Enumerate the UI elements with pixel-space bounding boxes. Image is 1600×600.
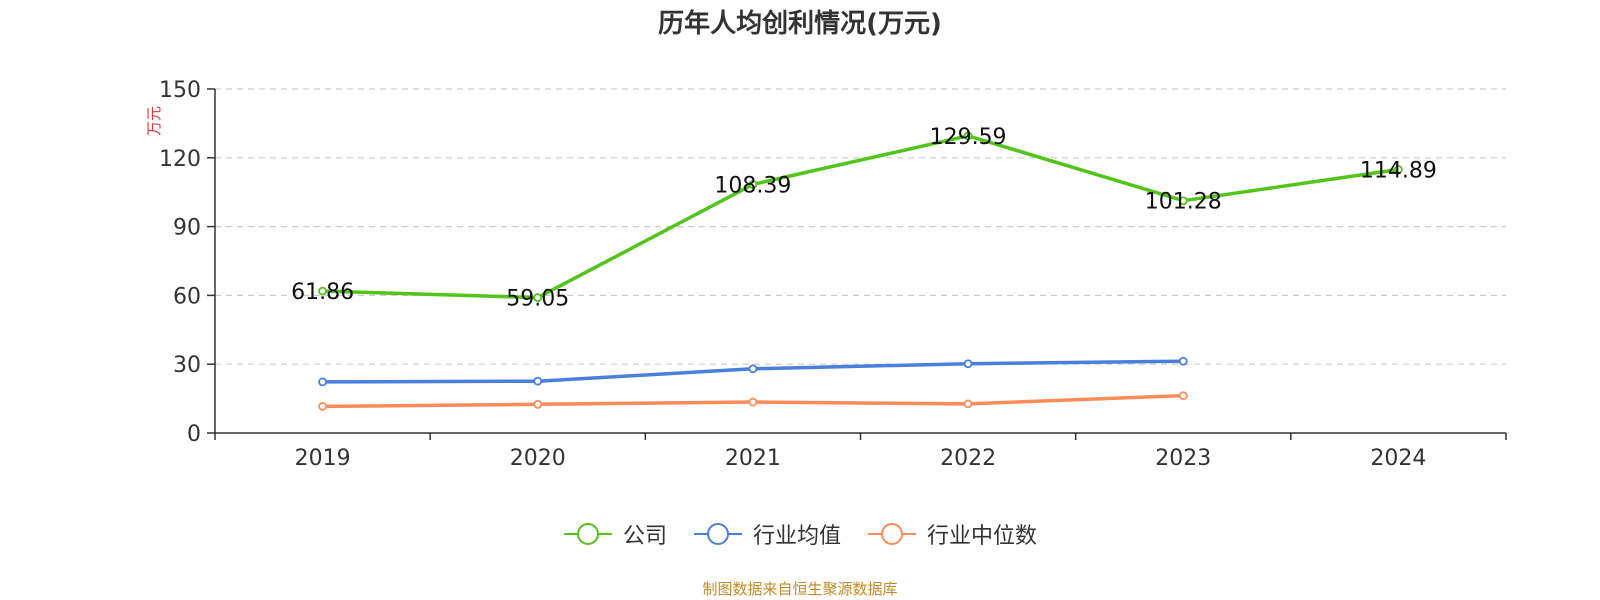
series-lines <box>318 131 1403 411</box>
data-labels: 61.86 59.05 108.39 129.59 101.28 114.89 <box>291 125 1437 312</box>
data-point[interactable] <box>748 397 758 407</box>
data-label: 108.39 <box>714 173 791 198</box>
data-point[interactable] <box>1178 391 1188 401</box>
legend-line-circle-icon <box>563 523 612 545</box>
series-line <box>322 134 1399 300</box>
legend-label: 行业中位数 <box>927 524 1038 549</box>
legend-label: 公司 <box>622 524 667 549</box>
data-point[interactable] <box>963 359 973 369</box>
data-point[interactable] <box>318 377 327 387</box>
y-axis-label: 万元 <box>145 106 163 136</box>
data-point[interactable] <box>748 364 758 374</box>
axes: 0 30 60 90 120 150 2019 2020 2021 2022 2023 2024 万元 <box>145 78 1507 471</box>
data-point[interactable] <box>963 399 973 409</box>
data-point[interactable] <box>748 180 758 189</box>
y-tick-label: 150 <box>159 78 201 103</box>
x-tick-label: 2023 <box>1155 446 1211 471</box>
x-tick-label: 2021 <box>725 446 781 471</box>
data-label: 129.59 <box>930 125 1007 150</box>
data-label: 61.86 <box>291 280 354 305</box>
y-tick-label: 90 <box>173 216 201 241</box>
data-point[interactable] <box>533 399 543 409</box>
data-point[interactable] <box>533 376 543 386</box>
x-tick-label: 2019 <box>295 446 351 471</box>
data-point[interactable] <box>1394 165 1403 174</box>
data-point[interactable] <box>1178 196 1188 206</box>
legend-line-circle-icon <box>693 523 742 545</box>
chart-title: 历年人均创利情况(万元) <box>658 9 942 39</box>
legend-item[interactable]: 公司 <box>563 518 667 550</box>
grid-lines <box>215 88 1506 365</box>
legend-item[interactable]: 行业中位数 <box>867 518 1037 550</box>
data-point[interactable] <box>1178 356 1188 366</box>
data-label: 114.89 <box>1360 159 1437 184</box>
source-note: 制图数据来自恒生聚源数据库 <box>702 580 898 598</box>
legend-item[interactable]: 行业均值 <box>693 518 841 550</box>
data-point[interactable] <box>318 401 327 411</box>
data-point[interactable] <box>963 131 973 141</box>
data-point[interactable] <box>533 293 543 302</box>
x-tick-label: 2024 <box>1370 446 1426 471</box>
legend: 公司 行业均值 行业中位数 <box>0 518 1600 550</box>
data-point[interactable] <box>318 286 327 296</box>
x-tick-label: 2020 <box>510 446 566 471</box>
y-tick-label: 60 <box>173 284 201 309</box>
y-tick-label: 120 <box>159 147 201 172</box>
data-label: 59.05 <box>506 287 569 312</box>
legend-label: 行业均值 <box>752 524 841 549</box>
data-label: 101.28 <box>1145 190 1222 215</box>
y-tick-label: 0 <box>187 422 201 447</box>
y-tick-label: 30 <box>173 353 201 378</box>
x-tick-label: 2022 <box>940 446 996 471</box>
legend-line-circle-icon <box>868 523 916 545</box>
